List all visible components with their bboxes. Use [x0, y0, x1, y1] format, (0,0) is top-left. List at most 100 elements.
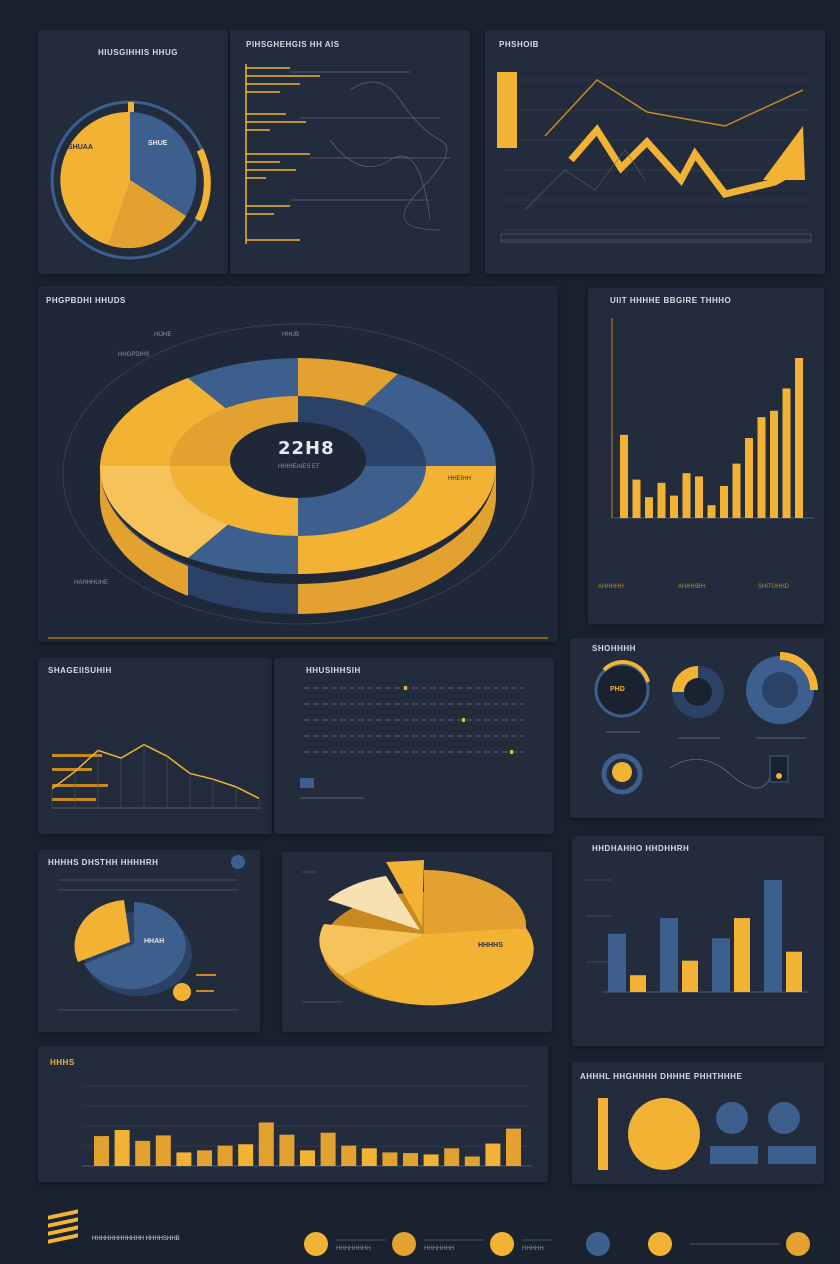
bar: [632, 479, 641, 518]
panel-title: UIIT HHHHE BBGIRE THHHO: [610, 296, 732, 305]
footer-item-2: HHHHHHH: [424, 1246, 455, 1252]
panel-title: HIUSGIHHIS HHUG: [98, 48, 178, 57]
series-line: [51, 743, 260, 800]
bar: [114, 1129, 130, 1166]
pie-label: HHHHS: [478, 942, 503, 949]
footer-shapes: [48, 1209, 810, 1256]
pie-label-gold: SHUAA: [68, 144, 93, 151]
bar: [732, 463, 741, 518]
panel-title: HHHHS DHSTHH HHHHRH: [48, 858, 159, 867]
bar: [464, 1156, 480, 1166]
panel-shapes: AHHHL HHGHHHH DHHHE PHHTHHHE: [572, 1062, 824, 1184]
bar: [217, 1145, 233, 1166]
panel-vertical-bars: UIIT HHHHE BBGIRE THHHO AHHHHH AHIHHBH S…: [588, 288, 824, 624]
text-lines: [300, 686, 524, 799]
bar: [403, 1153, 418, 1166]
bar: [657, 482, 666, 518]
bar-blue: [712, 938, 730, 992]
grouped-bar-chart: [586, 879, 808, 993]
bar: [176, 1152, 192, 1166]
bar: [720, 486, 728, 518]
label-top-a: HIJHE: [154, 332, 172, 338]
panel-line-small: SHAGEIISUHIH: [38, 658, 272, 834]
panel-text-lines: HHUSIHHSIH: [274, 658, 554, 834]
label-bottom: HAHHHUHE: [74, 580, 109, 586]
pie-chart-blue: [58, 855, 245, 1011]
bar-label-3: SHITUHHD: [758, 584, 789, 590]
bar: [258, 1122, 274, 1166]
bar-label-1: AHHHHH: [598, 584, 624, 590]
bar: [745, 438, 753, 518]
panel-line-zigzag: PHSHOIB: [485, 30, 825, 274]
footer: HHHHHHHHHHHH HHHHSHHB HHHHHHHH HHHHHHH H…: [0, 1209, 840, 1264]
panel-donut-main: PHGPBDHI HHUDS HIJHE HHUB HHGPDIHS HAHHH…: [38, 286, 558, 642]
panel-title: AHHHL HHGHHHH DHHHE PHHTHHHE: [580, 1072, 743, 1081]
panel-title: HHHS: [50, 1058, 75, 1067]
panel-title: PHGPBDHI HHUDS: [46, 296, 126, 305]
bar: [695, 476, 703, 518]
pie-chart: [50, 100, 211, 260]
bar: [197, 1150, 212, 1166]
bar-gold: [630, 975, 646, 992]
label-top-b: HHUB: [282, 332, 300, 338]
gauges: [594, 652, 818, 795]
panel-wide-bars: HHHS: [38, 1046, 548, 1182]
horizontal-bar-chart: [245, 64, 450, 244]
bar: [485, 1143, 501, 1166]
bar: [382, 1152, 398, 1166]
panel-title: PHSHOIB: [499, 40, 539, 49]
bar-chart-gold: [611, 318, 814, 519]
gauge-text: PHD: [610, 686, 625, 693]
panel-title: PIHSGHEHGIS HH AIS: [246, 40, 340, 49]
bar: [320, 1132, 336, 1166]
bar-chart-wide: [82, 1085, 532, 1167]
bar-label-2: AHIHHBH: [678, 584, 706, 590]
bar: [279, 1134, 295, 1166]
bar: [300, 1150, 315, 1166]
bar: [757, 417, 766, 518]
center-subtitle: HHIHEAIES ET: [278, 464, 320, 470]
panel-pie-summary: HIUSGIHHIS HHUG SHUAA SHUE: [38, 30, 228, 274]
bar-gold: [786, 951, 802, 992]
panel-horizontal-bars: PIHSGHEHGIS HH AIS: [230, 30, 470, 274]
pie-chart-gold: [302, 860, 534, 1006]
bar-blue: [660, 918, 678, 992]
label-left: HHGPDIHS: [118, 352, 150, 358]
panel-title: HHDHAHHO HHDHHRH: [592, 844, 690, 853]
panel-title: HHUSIHHSIH: [306, 666, 361, 675]
bar: [795, 358, 803, 518]
bar: [444, 1148, 460, 1166]
bar: [361, 1148, 377, 1166]
panel-pie-gold: HHHHS: [282, 852, 552, 1032]
bar: [770, 410, 778, 518]
bar: [506, 1128, 521, 1166]
bar-blue: [764, 880, 782, 992]
bar: [155, 1135, 171, 1166]
pie-label: HHAH: [144, 938, 165, 945]
bar: [238, 1144, 254, 1166]
bar: [682, 473, 691, 518]
shapes-chart: [598, 1098, 816, 1170]
bar: [94, 1136, 109, 1166]
panel-pie-blue: HHHHS DHSTHH HHHHRH HHAH: [38, 850, 260, 1032]
bar: [645, 497, 653, 518]
line-chart-small: [51, 743, 262, 809]
footer-brand: HHHHHHHHHHHH HHHHSHHB: [92, 1236, 180, 1242]
bar: [707, 505, 716, 518]
panel-title: SHOHHHH: [592, 644, 636, 653]
bar: [341, 1145, 357, 1166]
footer-item-3: HHHHH: [522, 1246, 544, 1252]
panel-grouped-bars: HHDHAHHO HHDHHRH: [572, 836, 824, 1046]
label-right: HHEIHH: [448, 476, 472, 482]
bar-gold: [682, 960, 698, 992]
bar: [620, 434, 628, 518]
bar-gold: [734, 918, 750, 992]
panel-title: SHAGEIISUHIH: [48, 666, 112, 675]
pie-label-blue: SHUE: [148, 140, 168, 147]
bar: [670, 495, 678, 518]
panel-gauges: SHOHHHH PHD: [570, 638, 824, 818]
zigzag-line-chart: [497, 72, 812, 243]
bar-blue: [608, 933, 626, 992]
bar: [782, 388, 791, 518]
center-value: 22H8: [278, 438, 335, 459]
